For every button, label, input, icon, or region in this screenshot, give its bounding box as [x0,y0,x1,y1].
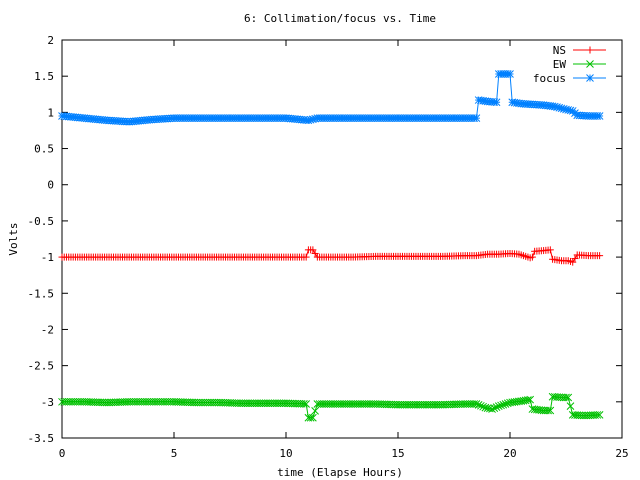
data-point [492,98,501,107]
x-axis-label: time (Elapse Hours) [277,466,403,479]
data-point [571,255,579,263]
data-point [562,393,570,402]
data-point [311,249,319,257]
data-point [497,401,505,410]
x-tick-label: 20 [503,447,516,460]
x-tick-label: 0 [59,447,66,460]
y-tick-label: -2.5 [28,360,55,373]
data-point [311,407,319,415]
data-point [546,246,554,254]
y-tick-label: -1.5 [28,287,55,300]
legend-label: EW [553,58,567,71]
legend-item-ns: NS [553,44,606,57]
data-point [544,406,552,415]
data-point [494,402,503,411]
data-point [526,395,535,404]
x-tick-label: 5 [171,447,178,460]
data-point [501,400,510,408]
data-point [488,405,496,413]
data-point [470,400,479,408]
data-point [566,402,575,411]
data-point [595,112,604,120]
chart-title: 6: Collimation/focus vs. Time [244,12,436,25]
legend-label: focus [533,72,566,85]
data-point [524,396,532,404]
data-point [472,400,481,408]
data-point [477,401,485,410]
data-point [492,403,501,411]
y-tick-label: 1 [47,106,54,119]
series-ns [58,246,604,266]
y-tick-label: -3 [41,396,54,409]
data-point [300,400,308,408]
data-point [302,400,311,408]
data-point [593,411,602,419]
data-point [309,246,317,254]
data-point [595,410,604,419]
data-point [528,253,536,261]
data-point [503,399,512,408]
data-point [479,402,487,411]
legend-label: NS [553,44,566,57]
x-tick-label: 10 [279,447,292,460]
series-line [61,73,600,123]
series-layer [58,70,604,422]
legend-item-focus: focus [533,72,606,85]
y-tick-label: -3.5 [28,432,55,445]
data-point [490,404,499,412]
y-tick-label: 0.5 [34,143,54,156]
x-axis: 0 5 10 15 20 25 [59,40,629,460]
data-point [481,403,490,412]
data-point [483,404,492,412]
series-ew [58,392,604,422]
y-tick-label: 0 [47,179,54,192]
series-focus [58,70,604,126]
data-point [499,400,508,409]
legend-item-ew: EW [553,58,606,71]
y-tick-label: 1.5 [34,70,54,83]
data-point [302,253,310,261]
plot-frame [61,39,623,439]
data-point [569,258,577,266]
y-tick-label: -2 [41,323,54,336]
x-tick-label: 25 [615,447,628,460]
y-tick-label: -1 [41,251,54,264]
data-point [472,114,481,123]
data-point [306,413,315,422]
x-tick-label: 15 [391,447,404,460]
data-point [474,401,483,409]
data-point [309,413,317,422]
y-tick-label: 2 [47,34,54,47]
y-tick-label: -0.5 [28,215,55,228]
data-point [564,393,573,402]
data-point [506,70,514,78]
data-point [546,406,555,415]
data-point [596,252,604,260]
y-axis-label: Volts [7,222,20,255]
y-axis: 2 1.5 1 0.5 0 -0.5 -1 -1.5 -2 -2.5 -3 -3.5 [28,34,622,445]
